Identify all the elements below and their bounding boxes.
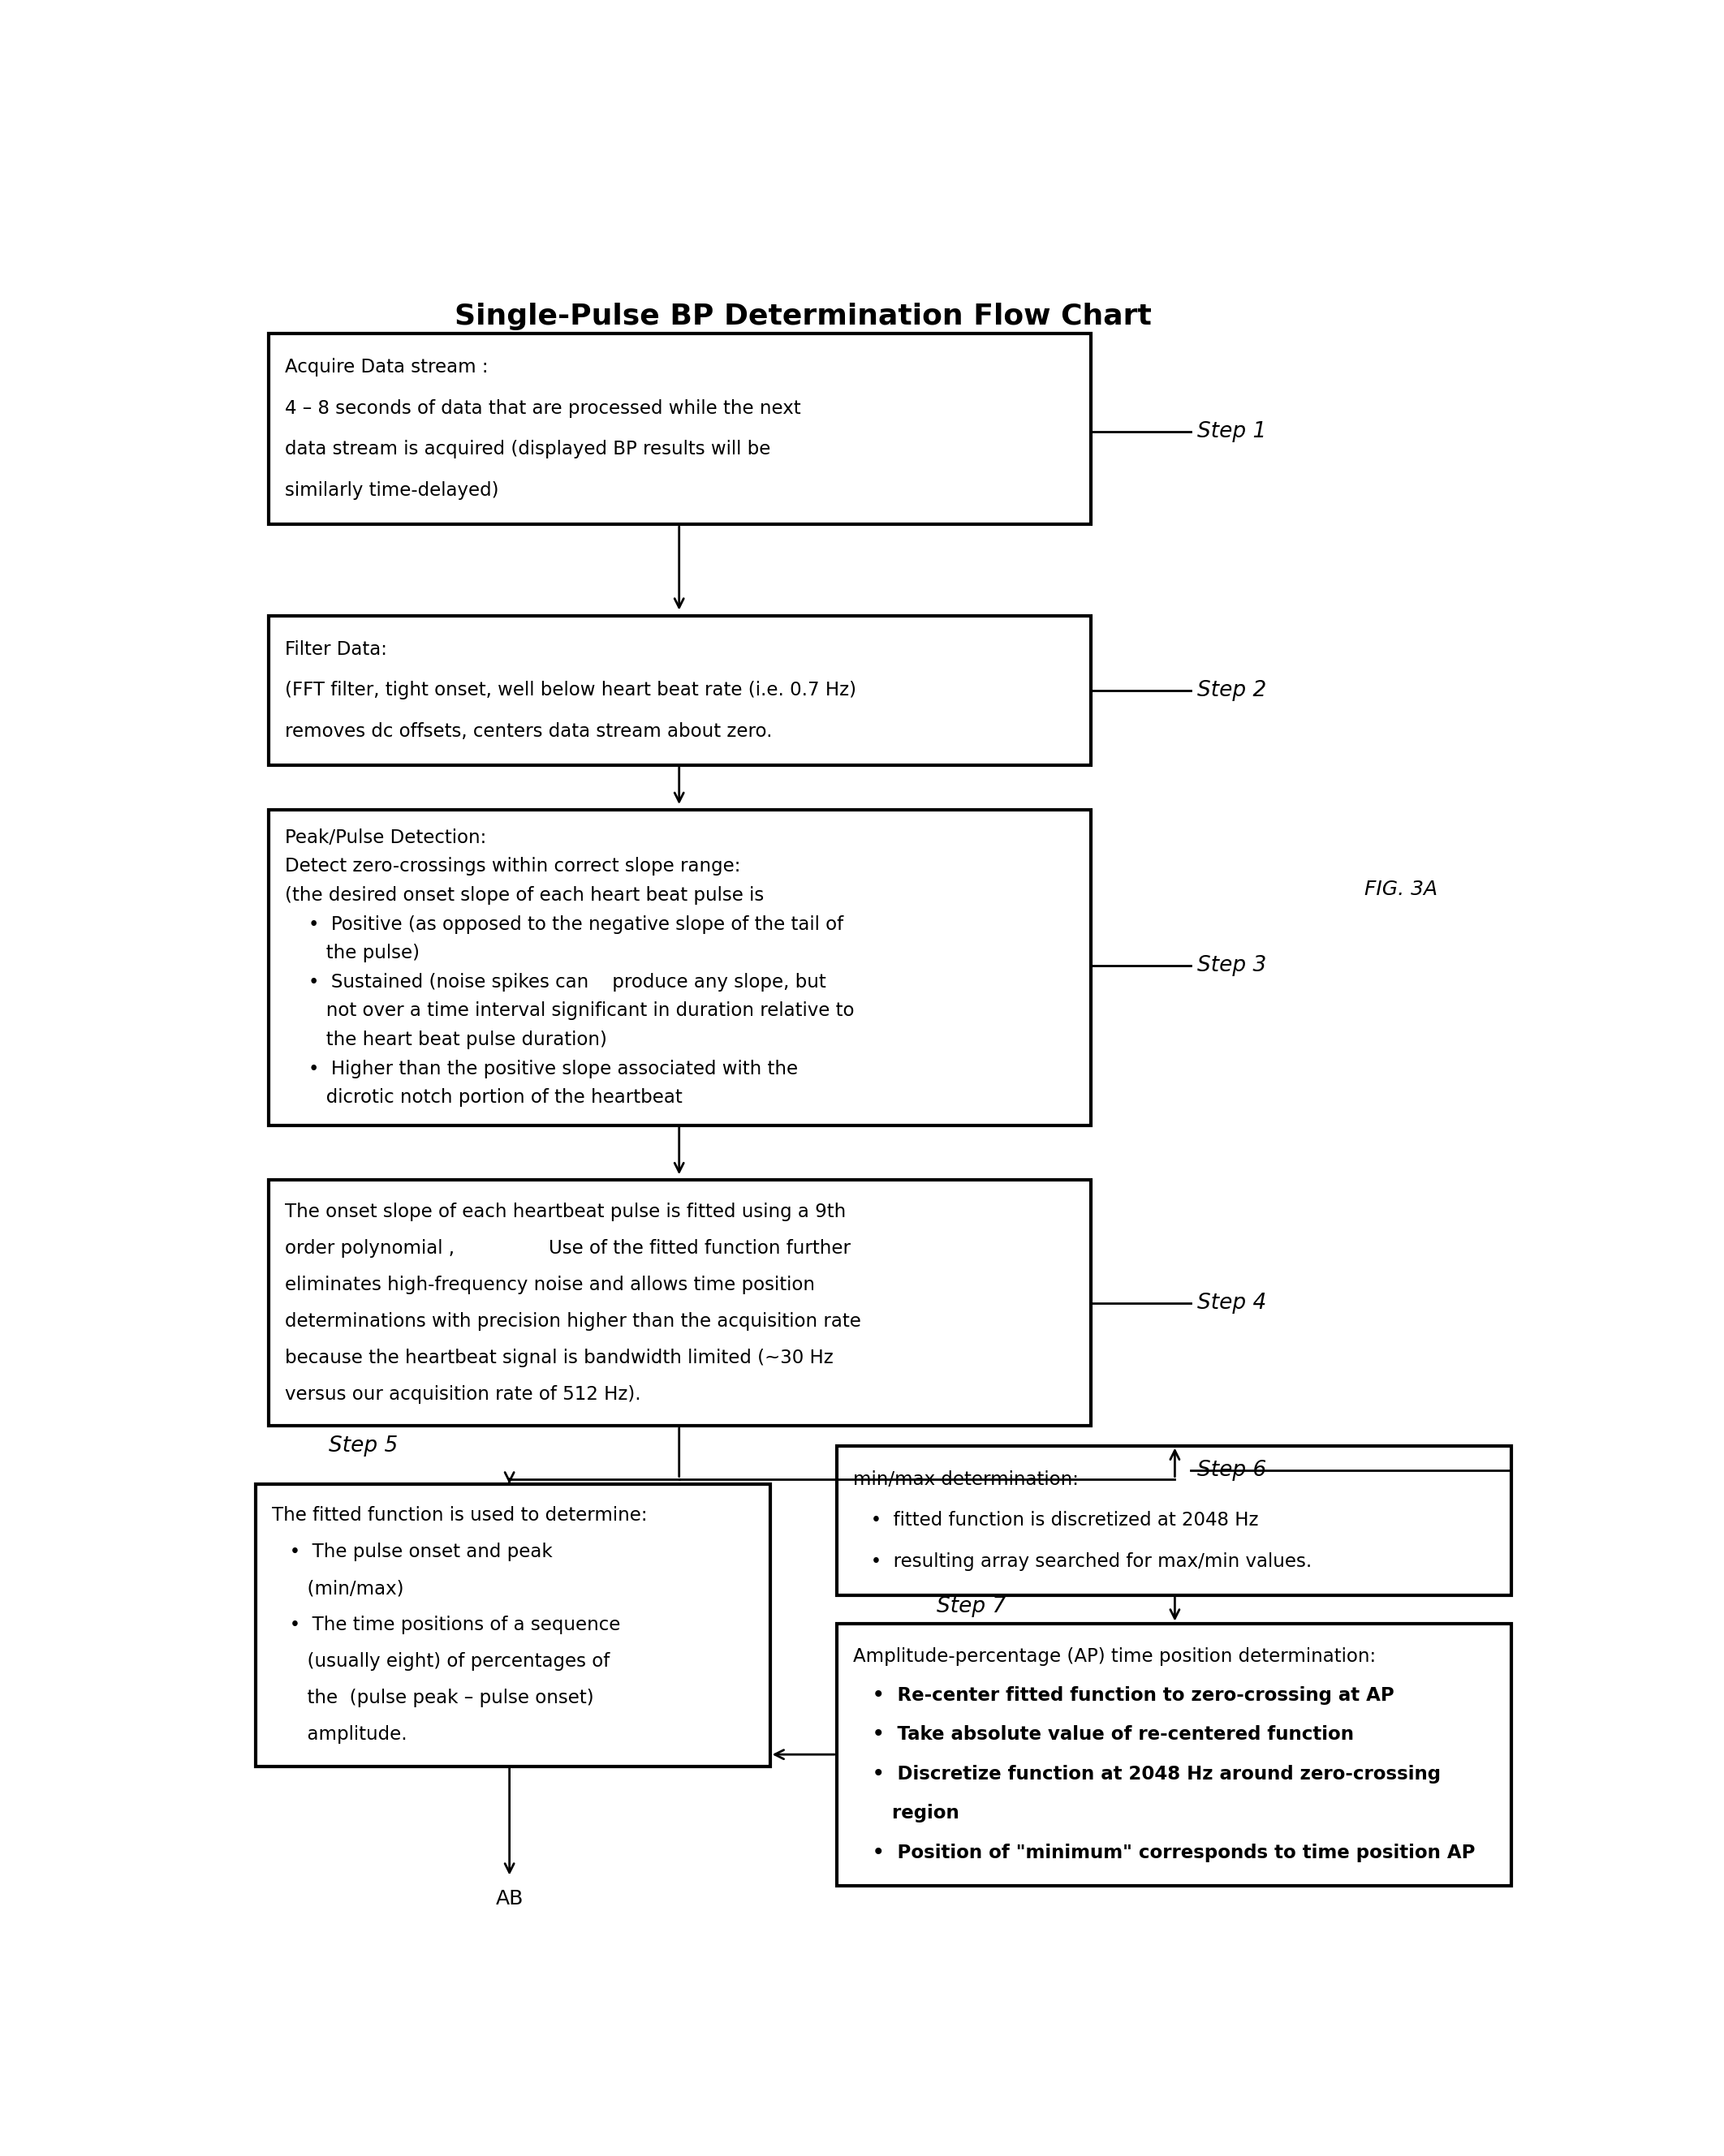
Text: Step 2: Step 2 <box>1198 679 1267 701</box>
Text: Step 5: Step 5 <box>329 1436 398 1455</box>
Text: determinations with precision higher than the acquisition rate: determinations with precision higher tha… <box>284 1311 862 1330</box>
Text: •  The time positions of a sequence: • The time positions of a sequence <box>272 1615 621 1634</box>
Text: min/max determination:: min/max determination: <box>853 1470 1079 1490</box>
Text: •  Discretize function at 2048 Hz around zero-crossing: • Discretize function at 2048 Hz around … <box>853 1766 1441 1783</box>
Text: Peak/Pulse Detection:: Peak/Pulse Detection: <box>284 828 486 847</box>
Text: Amplitude-percentage (AP) time position determination:: Amplitude-percentage (AP) time position … <box>853 1647 1376 1667</box>
Text: •  Positive (as opposed to the negative slope of the tail of: • Positive (as opposed to the negative s… <box>284 914 843 934</box>
Bar <box>836 1623 1512 1886</box>
Text: •  resulting array searched for max/min values.: • resulting array searched for max/min v… <box>853 1552 1312 1572</box>
Bar <box>269 617 1091 765</box>
Text: Step 6: Step 6 <box>1198 1460 1267 1481</box>
Text: (usually eight) of percentages of: (usually eight) of percentages of <box>272 1651 610 1671</box>
Text: (the desired onset slope of each heart beat pulse is: (the desired onset slope of each heart b… <box>284 886 764 906</box>
Text: the heart beat pulse duration): the heart beat pulse duration) <box>284 1031 607 1050</box>
Text: Single-Pulse BP Determination Flow Chart: Single-Pulse BP Determination Flow Chart <box>455 304 1152 330</box>
Text: Acquire Data stream :: Acquire Data stream : <box>284 358 488 377</box>
Text: amplitude.: amplitude. <box>272 1725 407 1744</box>
Text: versus our acquisition rate of 512 Hz).: versus our acquisition rate of 512 Hz). <box>284 1384 641 1404</box>
Text: eliminates high-frequency noise and allows time position: eliminates high-frequency noise and allo… <box>284 1276 815 1294</box>
Text: •  Take absolute value of re-centered function: • Take absolute value of re-centered fun… <box>853 1725 1353 1744</box>
Text: FIG. 3A: FIG. 3A <box>1365 880 1438 899</box>
Text: (FFT filter, tight onset, well below heart beat rate (i.e. 0.7 Hz): (FFT filter, tight onset, well below hea… <box>284 681 857 701</box>
Bar <box>255 1483 771 1766</box>
Text: order polynomial ,                Use of the fitted function further: order polynomial , Use of the fitted fun… <box>284 1240 850 1257</box>
Text: •  Higher than the positive slope associated with the: • Higher than the positive slope associa… <box>284 1059 798 1078</box>
Bar <box>836 1447 1512 1595</box>
Text: 4 – 8 seconds of data that are processed while the next: 4 – 8 seconds of data that are processed… <box>284 399 802 418</box>
Text: •  Position of "minimum" corresponds to time position AP: • Position of "minimum" corresponds to t… <box>853 1843 1476 1863</box>
Text: removes dc offsets, centers data stream about zero.: removes dc offsets, centers data stream … <box>284 722 772 742</box>
Text: •  Sustained (noise spikes can    produce any slope, but: • Sustained (noise spikes can produce an… <box>284 972 826 992</box>
Text: •  The pulse onset and peak: • The pulse onset and peak <box>272 1544 552 1561</box>
Text: Step 3: Step 3 <box>1198 955 1267 977</box>
Text: because the heartbeat signal is bandwidth limited (~30 Hz: because the heartbeat signal is bandwidt… <box>284 1348 833 1367</box>
Text: dicrotic notch portion of the heartbeat: dicrotic notch portion of the heartbeat <box>284 1089 683 1106</box>
Text: •  fitted function is discretized at 2048 Hz: • fitted function is discretized at 2048… <box>853 1511 1259 1531</box>
Text: Step 1: Step 1 <box>1198 420 1267 442</box>
Text: region: region <box>853 1805 959 1822</box>
Text: •  Re-center fitted function to zero-crossing at AP: • Re-center fitted function to zero-cros… <box>853 1686 1395 1705</box>
Text: not over a time interval significant in duration relative to: not over a time interval significant in … <box>284 1003 855 1020</box>
Text: Step 4: Step 4 <box>1198 1291 1267 1313</box>
Text: The fitted function is used to determine:: The fitted function is used to determine… <box>272 1507 646 1524</box>
Text: the  (pulse peak – pulse onset): the (pulse peak – pulse onset) <box>272 1688 593 1708</box>
Text: The onset slope of each heartbeat pulse is fitted using a 9th: The onset slope of each heartbeat pulse … <box>284 1203 846 1220</box>
Text: AB: AB <box>495 1889 524 1908</box>
Text: Filter Data:: Filter Data: <box>284 640 388 660</box>
Bar <box>269 811 1091 1125</box>
Bar <box>269 334 1091 524</box>
Text: Step 7: Step 7 <box>938 1595 1007 1617</box>
Text: similarly time-delayed): similarly time-delayed) <box>284 481 498 500</box>
Text: Detect zero-crossings within correct slope range:: Detect zero-crossings within correct slo… <box>284 858 741 875</box>
Text: (min/max): (min/max) <box>272 1578 403 1598</box>
Bar <box>269 1179 1091 1425</box>
Text: the pulse): the pulse) <box>284 944 419 962</box>
Text: data stream is acquired (displayed BP results will be: data stream is acquired (displayed BP re… <box>284 440 771 459</box>
